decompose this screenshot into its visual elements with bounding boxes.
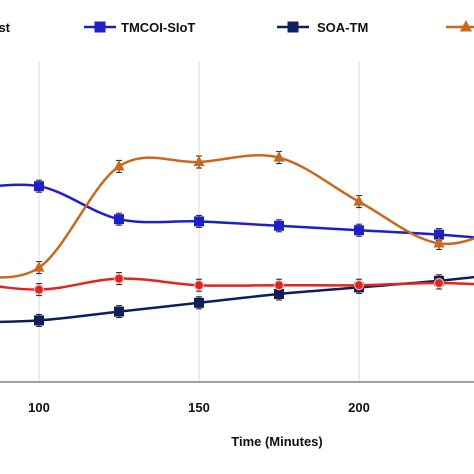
data-point — [193, 280, 205, 291]
data-point — [33, 261, 45, 272]
legend-label: TMCOI-SIoT — [121, 20, 195, 35]
data-point — [433, 277, 445, 289]
x-tick-label-200: 200 — [348, 400, 370, 415]
series-unnamed-2 — [0, 151, 474, 279]
series-layer — [0, 151, 474, 327]
legend-label: SOA-TM — [317, 20, 368, 35]
legend-entry-3 — [446, 19, 474, 32]
data-point — [114, 306, 124, 317]
data-point — [113, 159, 125, 171]
legend-marker — [287, 21, 299, 33]
series-line — [0, 154, 474, 279]
legend-marker — [94, 21, 106, 33]
data-point — [354, 225, 364, 236]
data-point — [34, 181, 44, 192]
legend-marker — [459, 19, 473, 32]
data-point — [353, 195, 365, 206]
x-axis-title: Time (Minutes) — [231, 434, 323, 449]
data-point — [113, 273, 125, 284]
data-point — [353, 280, 365, 291]
data-point — [273, 151, 285, 162]
data-point — [273, 280, 285, 291]
data-point — [33, 284, 45, 295]
legend-entry-2: SOA-TM — [277, 20, 368, 35]
x-tick-label-100: 100 — [28, 400, 50, 415]
data-point — [34, 315, 44, 326]
x-tick-labels: 100150200250300350 — [28, 400, 370, 415]
legend-label: st — [0, 20, 11, 35]
data-point — [194, 297, 204, 308]
data-point — [194, 216, 204, 227]
legend-entry-0: st — [0, 20, 11, 35]
data-point — [114, 214, 124, 225]
legend: st TMCOI-SIoT SOA-TM — [0, 19, 474, 35]
x-tick-label-150: 150 — [188, 400, 210, 415]
data-point — [193, 155, 205, 167]
series-unnamed-3 — [0, 272, 474, 297]
legend-entry-1: TMCOI-SIoT — [84, 20, 195, 35]
data-point — [274, 220, 284, 231]
series-tmcoi-siot — [0, 179, 474, 242]
data-point — [433, 236, 445, 248]
